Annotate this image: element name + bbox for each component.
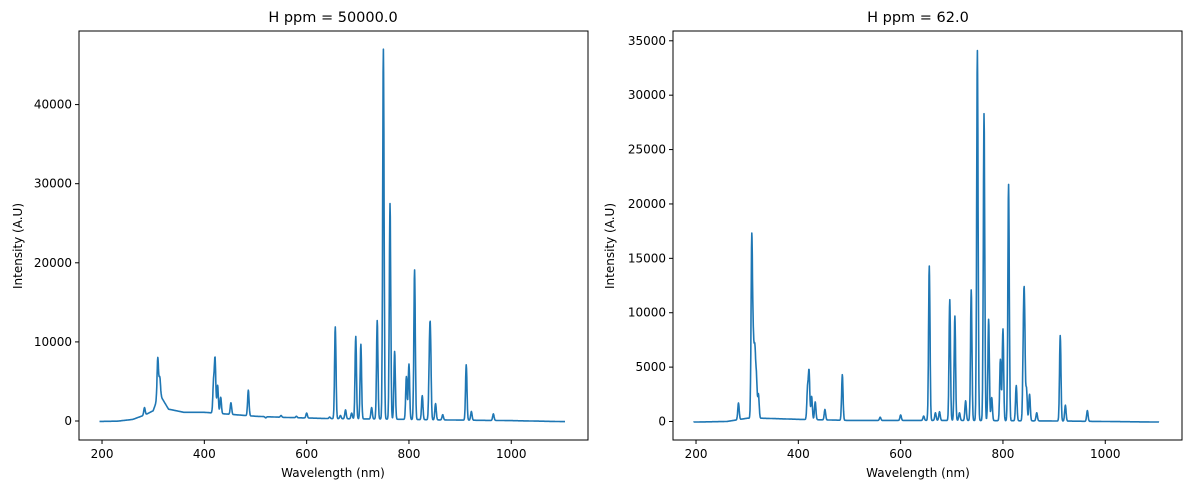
- left-chart-xtick-label: 200: [91, 447, 114, 461]
- right-chart-xtick-label: 800: [992, 447, 1015, 461]
- left-chart-ylabel: Intensity (A.U): [11, 203, 25, 289]
- left-chart-xtick-label: 400: [193, 447, 216, 461]
- left-chart-ytick-label: 40000: [34, 98, 72, 112]
- right-chart-xtick-label: 1000: [1090, 447, 1121, 461]
- left-chart-xtick-label: 600: [295, 447, 318, 461]
- right-chart-ytick-label: 0: [658, 415, 666, 429]
- right-chart-ytick-label: 10000: [628, 306, 666, 320]
- right-chart: H ppm = 62.0 Wavelength (nm) Intensity (…: [603, 10, 1183, 480]
- right-chart-ytick-label: 15000: [628, 251, 666, 265]
- right-chart-xtick-label: 600: [889, 447, 912, 461]
- left-chart-ytick-label: 30000: [34, 177, 72, 191]
- right-chart-ytick-label: 25000: [628, 143, 666, 157]
- right-chart-ytick-label: 30000: [628, 88, 666, 102]
- left-chart: H ppm = 50000.0 Wavelength (nm) Intensit…: [11, 10, 589, 480]
- right-chart-ytick-label: 5000: [635, 360, 666, 374]
- left-chart-plot-frame: [78, 30, 589, 441]
- right-chart-series-line: [692, 49, 1160, 423]
- right-chart-title: H ppm = 62.0: [867, 10, 969, 26]
- right-chart-xtick-label: 200: [685, 447, 708, 461]
- right-chart-xlabel: Wavelength (nm): [866, 466, 970, 480]
- left-chart-title: H ppm = 50000.0: [268, 10, 397, 26]
- left-chart-ytick-label: 20000: [34, 256, 72, 270]
- left-chart-xtick-label: 800: [398, 447, 421, 461]
- right-chart-ytick-label: 20000: [628, 197, 666, 211]
- left-chart-xtick-label: 1000: [496, 447, 527, 461]
- right-chart-plot-frame: [672, 30, 1183, 441]
- left-chart-xlabel: Wavelength (nm): [281, 466, 385, 480]
- right-chart-ylabel: Intensity (A.U): [603, 203, 617, 289]
- left-chart-ytick-label: 0: [64, 414, 72, 428]
- right-chart-xtick-label: 400: [787, 447, 810, 461]
- left-chart-series-line: [98, 48, 566, 423]
- left-chart-ytick-label: 10000: [34, 335, 72, 349]
- right-chart-ytick-label: 35000: [628, 34, 666, 48]
